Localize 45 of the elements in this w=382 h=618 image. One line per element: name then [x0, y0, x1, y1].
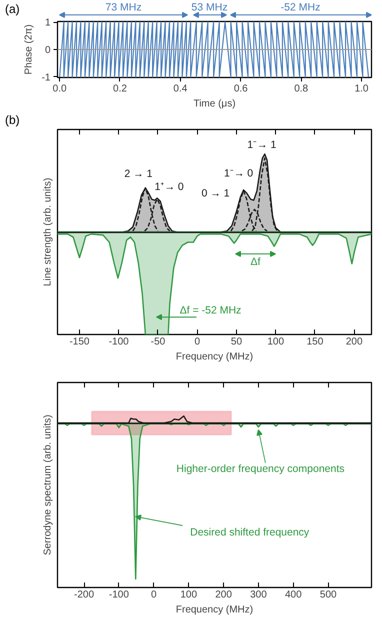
text: (a) [5, 1, 20, 18]
x-tick-label: 200 [346, 336, 364, 348]
x-tick-label: 0.2 [113, 84, 128, 94]
y-axis-title: Serrodyne spectrum (arb. units) [42, 414, 54, 556]
x-tick-label: -50 [150, 336, 166, 348]
x-tick-label: 0.0 [52, 84, 68, 94]
annotation: Higher-order frequency components [176, 462, 345, 475]
x-tick-label: 0.8 [294, 84, 309, 94]
y-tick-label: 0 [44, 45, 51, 56]
x-tick-label: 300 [250, 590, 268, 600]
x-tick-label: 0.6 [234, 84, 248, 94]
x-tick-label: -100 [108, 336, 130, 348]
text: -52 MHz [280, 1, 320, 14]
annotation: Δf [250, 256, 261, 268]
text: (b) [5, 112, 20, 128]
x-tick-label: 0.4 [173, 84, 188, 94]
annotation: 2 → 1 [124, 168, 153, 180]
y-tick-label: -1 [42, 72, 51, 84]
text: 73 MHz [105, 1, 142, 14]
x-tick-label: 100 [180, 590, 198, 600]
y-axis-title: Line strength (arb. units) [42, 178, 54, 286]
x-axis-title: Time (μs) [193, 98, 236, 110]
x-tick-label: -200 [74, 590, 94, 600]
annotation: 0 → 1 [202, 187, 230, 200]
x-axis-title: Frequency (MHz) [176, 352, 254, 362]
x-tick-label: 500 [320, 590, 338, 600]
x-tick-label: -100 [108, 590, 130, 600]
x-tick-label: 400 [285, 590, 302, 600]
x-tick-label: 0 [151, 590, 158, 600]
text: 53 MHz [191, 1, 228, 14]
annotation: 1⁻→ 1 [247, 139, 276, 152]
annotation: 1⁺→ 0 [154, 181, 184, 194]
x-tick-label: 0 [194, 336, 200, 348]
annotation: Desired shifted frequency [190, 526, 310, 539]
x-tick-label: 50 [230, 336, 242, 348]
annotation: 1⁻→ 0 [224, 168, 254, 180]
x-tick-label: 1.0 [354, 84, 369, 94]
y-axis-title: Phase (2π) [24, 24, 35, 75]
x-tick-label: 100 [267, 336, 285, 348]
y-tick-label: 1 [44, 18, 51, 29]
x-axis-title: Frequency (MHz) [176, 604, 254, 616]
x-tick-label: -150 [69, 336, 90, 348]
x-tick-label: 200 [215, 590, 232, 600]
x-tick-label: 150 [306, 336, 324, 348]
annotation: Δf = -52 MHz [180, 304, 242, 317]
